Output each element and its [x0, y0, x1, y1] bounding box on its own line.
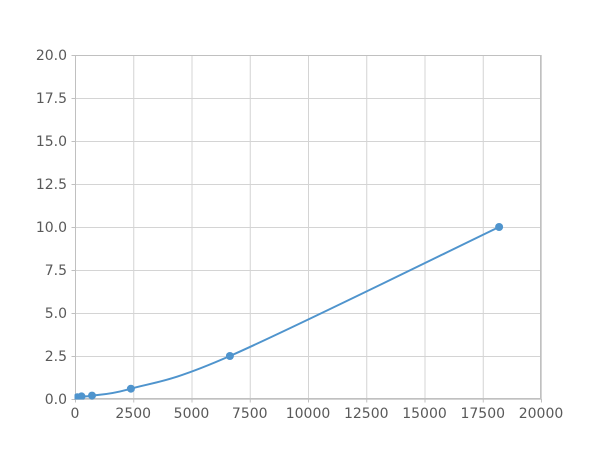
data-point-marker	[88, 391, 96, 400]
data-point-marker	[225, 352, 234, 360]
y-axis-tick-label: 17.5	[36, 91, 67, 107]
y-axis-tick-label: 0.0	[45, 392, 67, 408]
data-point-marker	[126, 384, 135, 393]
y-axis-tick-label: 15.0	[36, 134, 67, 150]
y-axis-tick-label: 20.0	[36, 48, 67, 64]
x-axis-tick-label: 10000	[286, 406, 331, 422]
data-layer	[74, 223, 504, 400]
x-axis-tick-label: 7500	[232, 406, 268, 422]
x-axis-tick-label: 12500	[344, 406, 389, 422]
y-axis-tick-label: 12.5	[36, 177, 67, 193]
y-axis-tick-label: 2.5	[45, 349, 67, 365]
data-point-marker	[77, 392, 86, 400]
plot-border	[75, 55, 541, 399]
y-axis-tick-label: 7.5	[45, 263, 67, 279]
y-axis-tick-label: 10.0	[36, 220, 67, 236]
x-axis-tick-label: 5000	[174, 406, 210, 422]
y-axis-tick-label: 5.0	[45, 306, 67, 322]
x-axis-tick-label: 15000	[402, 406, 447, 422]
x-axis-tick-label: 2500	[115, 406, 151, 422]
x-axis-tick-label: 20000	[519, 406, 564, 422]
x-axis: 0 2500 5000 7500 10000 12500 15000 17500 20000	[71, 399, 564, 422]
y-axis: 0.0 2.5 5.0 7.5 10.0 12.5 15.0 17.5 20.0	[36, 48, 75, 408]
data-point-marker	[495, 223, 504, 231]
x-axis-tick-label: 0	[71, 406, 80, 422]
x-axis-tick-label: 17500	[460, 406, 505, 422]
